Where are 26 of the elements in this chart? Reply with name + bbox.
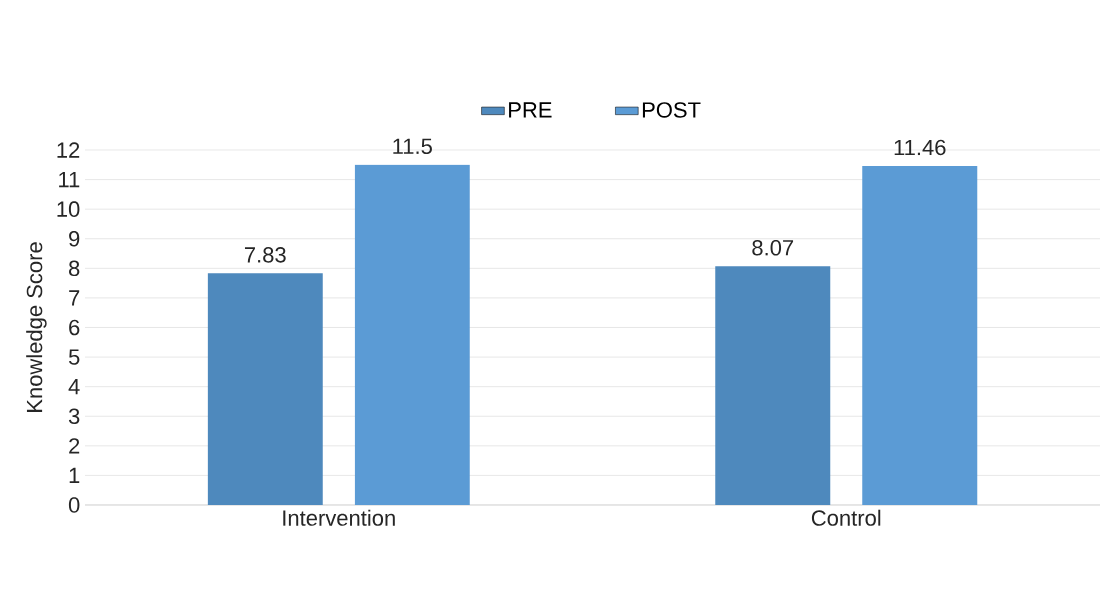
y-tick-label: 3 xyxy=(68,408,80,425)
y-tick-label: 9 xyxy=(69,230,80,247)
data-label: 11.46 xyxy=(894,139,946,156)
y-tick-label: 10 xyxy=(57,201,80,217)
y-tick-label: 5 xyxy=(68,349,80,365)
x-tick-label: Control xyxy=(811,509,881,526)
y-tick-label: 0 xyxy=(68,497,80,513)
y-tick-label: 6 xyxy=(69,319,80,336)
y-axis-title: Knowledge Score xyxy=(26,242,47,412)
y-tick-label: 4 xyxy=(68,379,80,395)
legend-label: POST xyxy=(642,102,701,118)
y-tick-label: 11 xyxy=(59,172,80,188)
y-tick-label: 8 xyxy=(69,260,80,277)
bar xyxy=(354,164,470,505)
y-tick-label: 12 xyxy=(57,142,80,158)
data-label: 11.5 xyxy=(393,138,432,155)
legend-label: PRE xyxy=(509,102,552,118)
data-label: 8.07 xyxy=(752,239,794,256)
y-tick-label: 7 xyxy=(69,290,80,306)
y-tick-label: 2 xyxy=(69,438,80,454)
bar xyxy=(715,266,831,505)
bar xyxy=(862,165,978,505)
bar xyxy=(207,273,323,505)
data-label: 7.83 xyxy=(244,247,286,263)
x-tick-label: Intervention xyxy=(283,509,395,526)
y-tick-label: 1 xyxy=(69,467,80,483)
